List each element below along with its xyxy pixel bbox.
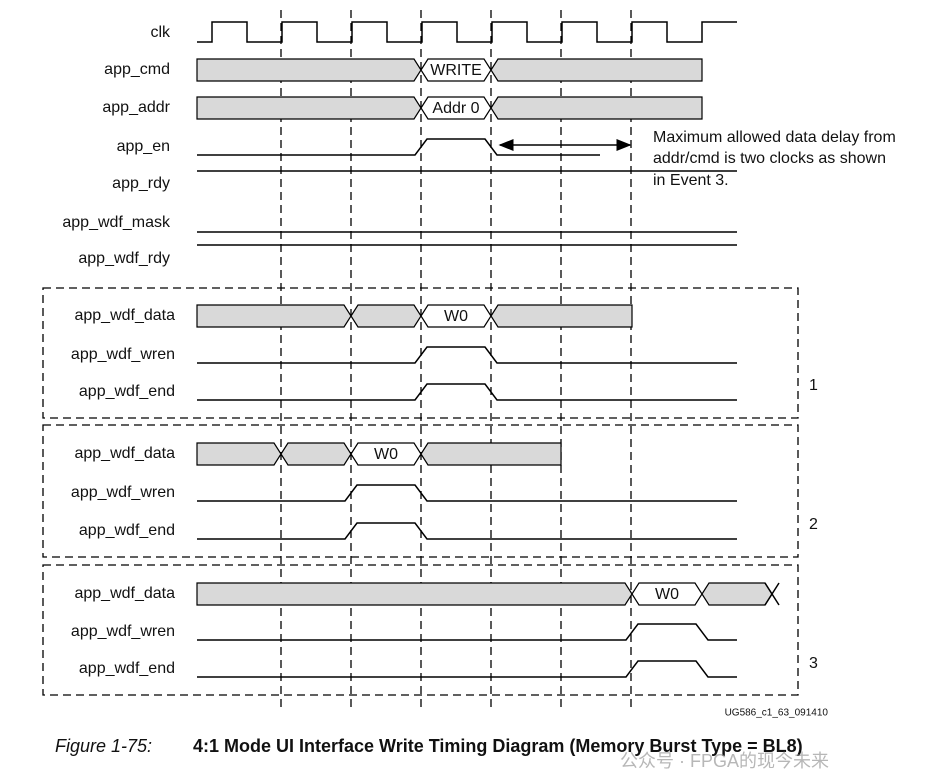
clock-wave [197,21,737,43]
bus-segment [196,442,282,466]
pulse-wave [197,623,737,641]
bus-segment [420,442,562,466]
bus-segment [196,304,352,328]
signal-label: app_wdf_end [79,660,175,677]
signal-label: app_wdf_rdy [78,250,170,267]
event-number: 2 [809,516,818,533]
bus-segment [196,582,633,606]
signal-label: app_wdf_data [74,307,175,324]
signal-label: app_wdf_wren [71,346,175,363]
signal-label: app_addr [102,99,170,116]
pulse-wave [197,522,737,540]
annotation: Maximum allowed data delay from [653,129,896,146]
bus-segment [490,58,703,82]
pulse-wave [197,660,737,678]
annotation: addr/cmd is two clocks as shown [653,150,886,167]
bus-segment [490,96,703,120]
event-number: 1 [809,377,818,394]
figure-id: UG586_c1_63_091410 [725,708,829,719]
event-box [42,564,799,696]
bus-segment [701,582,773,606]
signal-label: app_wdf_mask [62,214,171,231]
watermark: 公众号 · FPGA的现今未来 [620,751,829,771]
signal-label: app_wdf_data [74,585,175,602]
signal-label: app_wdf_end [79,522,175,539]
bus-value: WRITE [430,62,482,79]
signal-label: app_en [117,138,170,155]
pulse-wave [197,346,737,364]
bus-value: W0 [655,586,679,603]
caption-title: 4:1 Mode UI Interface Write Timing Diagr… [193,736,803,756]
event-number: 3 [809,655,818,672]
signal-label: app_wdf_end [79,383,175,400]
bus-value: W0 [374,446,398,463]
pulse-wave [197,484,737,502]
signal-label: clk [150,24,171,41]
bus-value: Addr 0 [432,100,479,117]
bus-value: W0 [444,308,468,325]
signal-label: app_wdf_data [74,445,175,462]
bus-segment [280,442,352,466]
bus-segment [490,304,633,328]
bus-segment [350,304,422,328]
bus-segment [196,96,422,120]
event-box [42,287,799,419]
event-box [42,424,799,558]
bus-segment [196,58,422,82]
bus-end [764,582,780,606]
caption-number: Figure 1-75: [55,736,152,756]
pulse-wave [197,383,737,401]
annotation: in Event 3. [653,172,729,189]
signal-label: app_wdf_wren [71,623,175,640]
signal-label: app_cmd [104,61,170,78]
signal-label: app_rdy [112,175,170,192]
signal-label: app_wdf_wren [71,484,175,501]
pulse-wave [197,138,600,156]
